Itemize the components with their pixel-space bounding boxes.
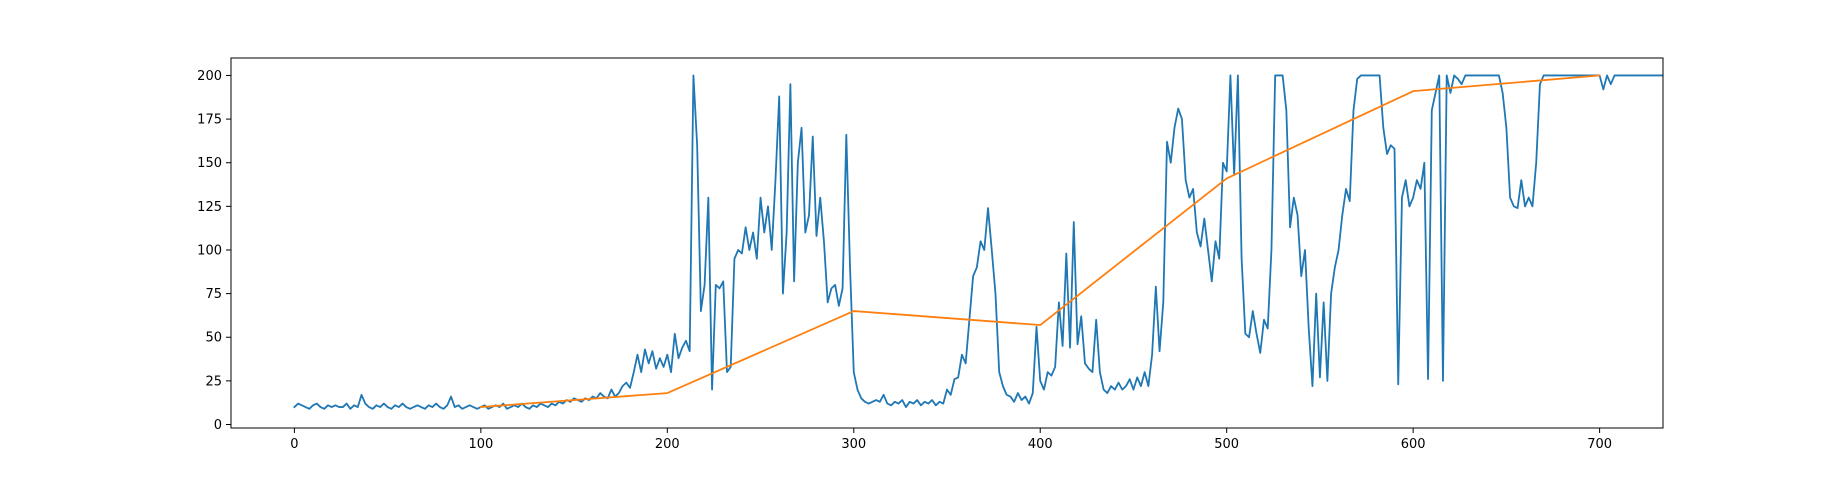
y-tick-label: 50 bbox=[205, 331, 222, 346]
y-tick-label: 175 bbox=[197, 113, 222, 128]
y-tick-label: 200 bbox=[197, 69, 222, 84]
axes-frame bbox=[230, 57, 1664, 429]
y-tick-label: 150 bbox=[197, 156, 222, 171]
y-tick-label: 125 bbox=[197, 200, 222, 215]
x-tick-label: 600 bbox=[1401, 437, 1426, 452]
x-tick-label: 0 bbox=[290, 437, 298, 452]
plot-area bbox=[293, 74, 1663, 410]
y-tick-label: 0 bbox=[214, 418, 222, 433]
x-tick-label: 200 bbox=[655, 437, 680, 452]
y-tick-label: 25 bbox=[205, 374, 222, 389]
x-tick-label: 500 bbox=[1214, 437, 1239, 452]
x-tick-label: 300 bbox=[841, 437, 866, 452]
x-tick-label: 400 bbox=[1028, 437, 1053, 452]
y-axis: 0 25 50 75 100 125 150 175 200 bbox=[197, 69, 231, 433]
series-line-2 bbox=[479, 74, 1601, 409]
x-tick-label: 700 bbox=[1587, 437, 1612, 452]
y-tick-label: 100 bbox=[197, 243, 222, 258]
y-tick-label: 75 bbox=[205, 287, 222, 302]
x-tick-label: 100 bbox=[468, 437, 493, 452]
x-axis: 0 100 200 300 400 500 600 700 bbox=[290, 428, 1612, 452]
